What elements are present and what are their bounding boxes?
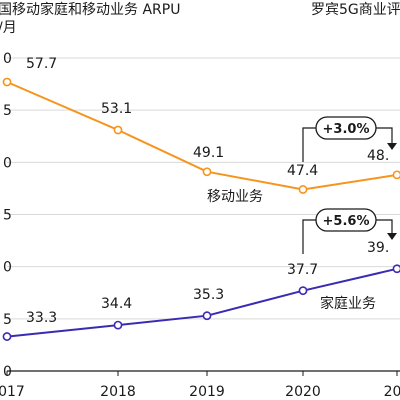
data-label: 33.3 [26,310,57,326]
callout-bracket [302,127,316,162]
y-tick-label: 5 [3,312,12,328]
x-tick-label: 2020 [285,384,321,400]
data-label: 53.1 [101,101,132,117]
y-tick-label: 0 [3,51,12,67]
gridlines [7,57,400,320]
data-point [2,77,12,87]
data-point [298,286,308,296]
data-point [202,167,212,177]
unit-label: /月 [0,20,17,36]
growth-callout-label: +5.6% [323,214,370,229]
data-label: 39. [367,240,389,256]
data-point [202,311,212,321]
x-tick-label: 2017 [0,384,25,400]
y-tick-label: 5 [3,208,12,224]
callout-connector [376,127,393,144]
series-name-label: 移动业务 [207,189,263,205]
data-point [392,170,400,180]
data-point [298,185,308,194]
x-tick-label: 2019 [189,384,225,400]
callout-connector [376,219,393,234]
y-tick-label: 0 [3,260,12,276]
data-label: 49.1 [193,145,224,161]
callout-arrow [387,143,397,150]
data-label: 47.4 [287,163,318,179]
y-tick-label: 5 [3,103,12,119]
series-name-label: 家庭业务 [320,295,376,312]
source-label: 罗宾5G商业评 [311,2,400,18]
x-tick-label: 2018 [100,384,136,400]
data-label: 34.4 [101,296,132,312]
chart-title: 国移动家庭和移动业务 ARPU [0,1,180,18]
x-axis: 2017 2018 2019 2020 202 [0,370,400,400]
data-point [392,264,400,274]
data-label: 57.7 [26,56,57,72]
data-point [2,332,12,341]
growth-pill [315,116,377,140]
growth-pill [315,208,377,232]
y-tick-label: 0 [3,155,12,171]
series-layer: 57.7 53.1 49.1 47.4 48. 移动业务 33.3 34.4 35.3 37.7 3… [2,56,400,341]
growth-callouts: +3.0% +5.6% [302,116,397,254]
x-tick-label: 202 [384,384,400,400]
callout-bracket [302,219,316,254]
callout-arrow [387,233,397,240]
data-label: 35.3 [193,287,224,303]
growth-callout-label: +3.0% [323,122,370,137]
data-point [113,125,123,135]
data-label: 37.7 [287,262,318,278]
data-label: 48. [367,148,389,164]
data-point [113,320,123,330]
